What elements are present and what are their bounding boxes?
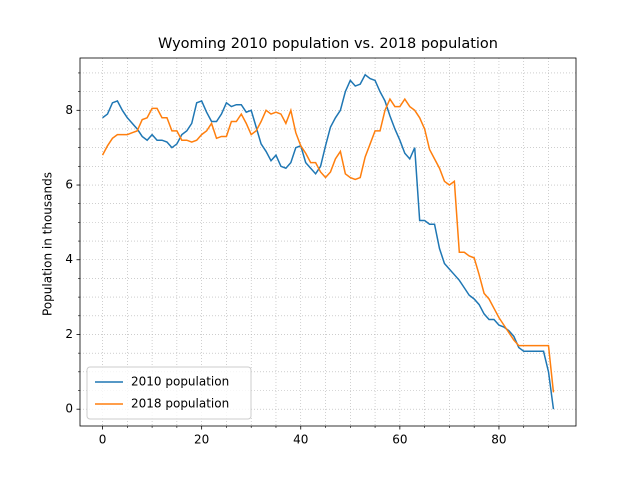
x-tick-label: 80 [491,433,506,447]
y-tick-label: 6 [65,178,73,192]
legend-label: 2018 population [131,397,229,411]
x-tick-label: 20 [194,433,209,447]
y-tick-label: 2 [65,327,73,341]
plot-frame [79,57,577,427]
y-tick-label: 0 [65,402,73,416]
legend-label: 2010 population [131,375,229,389]
line-series [102,73,555,410]
y-tick-label: 4 [65,252,73,266]
y-axis-label: Population in thousands [41,172,55,316]
x-tick-label: 40 [293,433,308,447]
chart-title: Wyoming 2010 population vs. 2018 populat… [158,36,498,52]
x-tick-label: 60 [392,433,407,447]
line-series [101,97,555,393]
y-tick-label: 8 [65,103,73,117]
legend-box [86,366,252,420]
x-tick-label: 0 [99,433,107,447]
